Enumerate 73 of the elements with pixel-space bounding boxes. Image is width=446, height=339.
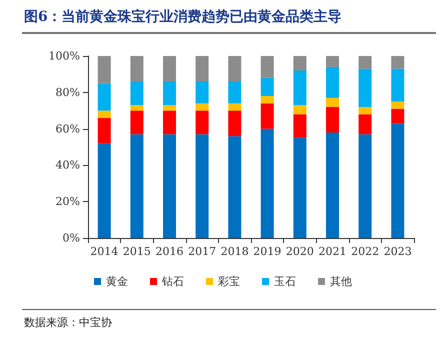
bar: [130, 56, 144, 82]
x-tick-label: 2015: [122, 245, 151, 258]
bar: [196, 81, 209, 104]
bar: [326, 56, 339, 67]
bar: [163, 81, 176, 106]
x-tick-label: 2016: [156, 245, 184, 258]
bar: [358, 56, 372, 69]
bar: [326, 106, 339, 132]
bar: [228, 103, 242, 111]
bar: [163, 56, 176, 82]
bar: [260, 56, 274, 78]
bar: [358, 114, 372, 134]
y-tick-label: 20%: [56, 195, 80, 208]
bar: [293, 105, 306, 114]
x-tick-label: 2023: [384, 245, 412, 258]
bar: [358, 68, 372, 107]
x-tick-label: 2019: [253, 245, 282, 258]
bar: [293, 56, 306, 71]
bar: [98, 143, 111, 238]
bar: [98, 118, 111, 144]
bar: [130, 105, 144, 111]
legend-label: 彩宝: [218, 275, 240, 288]
bar: [293, 138, 306, 238]
bar: [196, 134, 209, 238]
x-tick-label: 2021: [318, 245, 346, 258]
bar: [196, 103, 209, 111]
bar: [130, 81, 144, 106]
bar: [358, 134, 372, 238]
bar: [391, 108, 404, 124]
source-note: 数据来源：中宝协: [24, 315, 112, 330]
chart-title: 图6：当前黄金珠宝行业消费趋势已由黄金品类主导: [24, 8, 342, 26]
x-tick-label: 2017: [188, 245, 216, 258]
legend-label: 其他: [330, 275, 352, 288]
bar: [260, 96, 274, 104]
bar: [358, 106, 372, 114]
bar: [98, 110, 111, 118]
bar: [98, 56, 111, 84]
x-tick-label: 2014: [90, 245, 118, 258]
bar: [228, 56, 242, 82]
x-tick-label: 2020: [286, 245, 314, 258]
x-tick-label: 2022: [351, 245, 380, 258]
bar: [391, 56, 404, 69]
bar: [163, 134, 176, 238]
x-tick-label: 2018: [220, 245, 249, 258]
y-tick-label: 0%: [62, 232, 80, 244]
bar: [196, 110, 209, 134]
legend-label: 玉石: [274, 275, 296, 288]
bar: [130, 110, 144, 134]
bar: [391, 123, 404, 238]
bar: [326, 132, 339, 238]
bar: [228, 110, 242, 136]
bar: [326, 98, 339, 107]
bar: [163, 105, 176, 111]
bar: [196, 56, 209, 82]
bar: [228, 136, 242, 238]
bar: [260, 128, 274, 238]
y-tick-label: 100%: [48, 50, 80, 62]
legend-label: 黄金: [106, 275, 128, 288]
bar: [228, 81, 242, 104]
bar: [98, 83, 111, 111]
bar: [293, 114, 306, 138]
bar: [293, 70, 306, 106]
bar: [391, 68, 404, 102]
y-tick-label: 80%: [56, 86, 80, 99]
bar: [163, 110, 176, 134]
legend-label: 钻石: [161, 275, 184, 288]
bar: [260, 78, 274, 96]
bar: [260, 103, 274, 129]
y-tick-label: 60%: [56, 122, 80, 136]
y-tick-label: 40%: [56, 158, 80, 172]
bar: [130, 134, 144, 238]
bar: [391, 102, 404, 109]
bar: [326, 66, 339, 98]
